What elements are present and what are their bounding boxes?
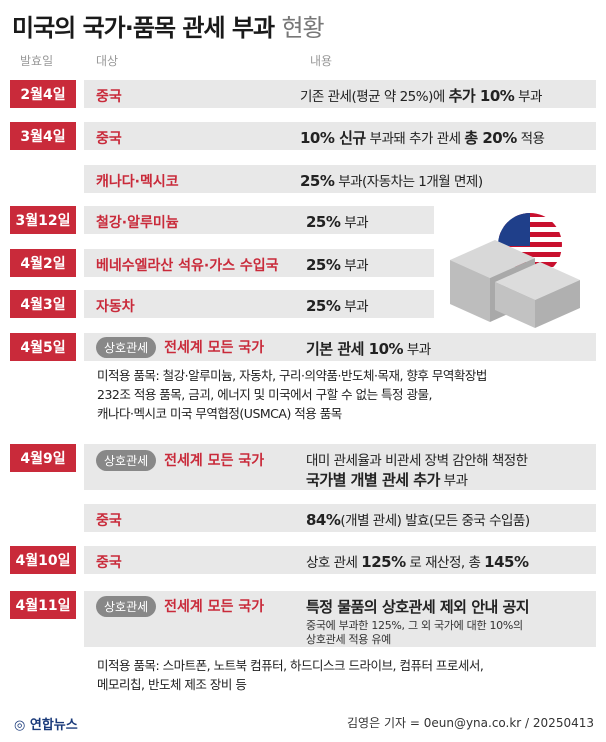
target-label: 상호관세 전세계 모든 국가 bbox=[96, 596, 264, 617]
detail-line: 캐나다·멕시코 미국 무역협정(USMCA) 적용 품목 bbox=[97, 406, 342, 421]
note-line: 중국에 부과한 125%, 그 외 국가에 대한 10%의 bbox=[306, 619, 523, 632]
row-band bbox=[84, 206, 434, 234]
target-label: 베네수엘라산 석유·가스 수입국 bbox=[96, 258, 279, 274]
content-text: 국가별 개별 관세 추가 부과 bbox=[306, 471, 468, 489]
date-badge: 4월2일 bbox=[10, 249, 76, 277]
container-icon bbox=[450, 240, 580, 328]
content-text: 기본 관세 10% 부과 bbox=[306, 340, 431, 358]
target-label: 중국 bbox=[96, 89, 122, 105]
content-text: 대미 관세율과 비관세 장벽 감안해 책정한 bbox=[306, 453, 528, 469]
date-badge: 3월12일 bbox=[10, 206, 76, 234]
detail-line: 232조 적용 품목, 금괴, 에너지 및 미국에서 구할 수 없는 특정 광물… bbox=[97, 387, 433, 402]
row-band bbox=[84, 504, 596, 532]
date-badge: 4월5일 bbox=[10, 333, 76, 361]
target-label: 상호관세 전세계 모든 국가 bbox=[96, 337, 264, 358]
target-label: 중국 bbox=[96, 131, 122, 147]
content-text: 25% 부과 bbox=[306, 256, 369, 274]
content-text: 특정 물품의 상호관세 제외 안내 공지 bbox=[306, 598, 530, 616]
row-band bbox=[84, 80, 596, 108]
header-target: 대상 bbox=[96, 54, 119, 68]
target-label: 중국 bbox=[96, 555, 122, 571]
row-band bbox=[84, 546, 596, 574]
row-band bbox=[84, 444, 596, 490]
header-content: 내용 bbox=[310, 54, 333, 68]
target-label: 캐나다·멕시코 bbox=[96, 174, 179, 190]
content-text: 상호 관세 125% 로 재산정, 총 145% bbox=[306, 553, 529, 571]
target-label: 상호관세 전세계 모든 국가 bbox=[96, 450, 264, 471]
page-title: 미국의 국가·품목 관세 부과 현황 bbox=[12, 14, 325, 42]
detail-line: 미적용 품목: 스마트폰, 노트북 컴퓨터, 하드디스크 드라이브, 컴퓨터 프… bbox=[97, 658, 484, 673]
detail-line: 미적용 품목: 철강·알루미늄, 자동차, 구리·의약품·반도체·목재, 향후 … bbox=[97, 368, 487, 383]
content-text: 10% 신규 부과돼 추가 관세 총 20% 적용 bbox=[300, 129, 545, 147]
row-band bbox=[84, 290, 434, 318]
note-line: 상호관세 적용 유예 bbox=[306, 633, 391, 646]
target-label: 철강·알루미늄 bbox=[96, 215, 179, 231]
row-band bbox=[84, 333, 596, 361]
detail-line: 메모리칩, 반도체 제조 장비 등 bbox=[97, 677, 247, 692]
row-band bbox=[84, 249, 434, 277]
content-text: 기존 관세(평균 약 25%)에 추가 10% 부과 bbox=[300, 87, 542, 105]
reciprocal-tariff-pill: 상호관세 bbox=[96, 337, 157, 358]
content-text: 25% 부과 bbox=[306, 297, 369, 315]
content-text: 25% 부과 bbox=[306, 213, 369, 231]
date-badge: 3월4일 bbox=[10, 122, 76, 150]
date-badge: 4월3일 bbox=[10, 290, 76, 318]
date-badge: 4월9일 bbox=[10, 444, 76, 472]
target-label: 자동차 bbox=[96, 299, 135, 315]
container-flag-illustration bbox=[450, 212, 580, 328]
row-band bbox=[84, 591, 596, 647]
date-badge: 4월11일 bbox=[10, 591, 76, 619]
date-badge: 4월10일 bbox=[10, 546, 76, 574]
target-label: 중국 bbox=[96, 513, 122, 529]
date-badge: 2월4일 bbox=[10, 80, 76, 108]
reciprocal-tariff-pill: 상호관세 bbox=[96, 450, 157, 471]
row-band bbox=[84, 165, 596, 193]
logo: ◎ 연합뉴스 bbox=[14, 718, 78, 733]
header-date: 발효일 bbox=[20, 54, 54, 68]
content-text: 84%(개별 관세) 발효(모든 중국 수입품) bbox=[306, 511, 530, 529]
reciprocal-tariff-pill: 상호관세 bbox=[96, 596, 157, 617]
credit-text: 김영은 기자 = 0eun@yna.co.kr / 20250413 bbox=[347, 716, 594, 730]
row-band bbox=[84, 122, 596, 150]
content-text: 25% 부과(자동차는 1개월 면제) bbox=[300, 172, 483, 190]
